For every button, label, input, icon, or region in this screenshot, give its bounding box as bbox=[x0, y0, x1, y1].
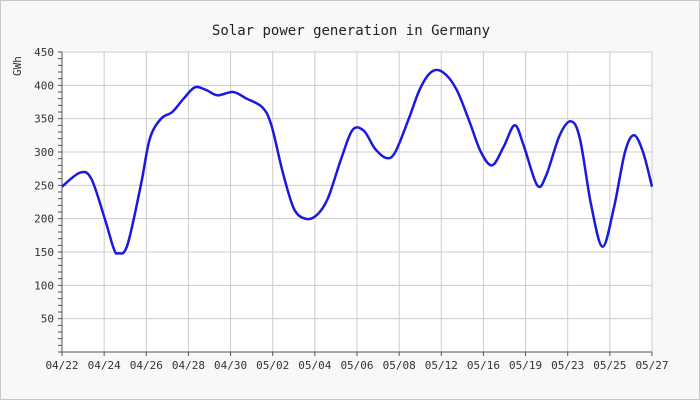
x-tick-label: 05/04 bbox=[298, 359, 331, 372]
x-tick-label: 05/25 bbox=[593, 359, 626, 372]
series-line bbox=[61, 68, 654, 255]
plot-area: 50 100 150 200 250 300 350 400 450 04/22 04/24 04/2… bbox=[34, 46, 668, 372]
x-tick-label: 05/06 bbox=[340, 359, 373, 372]
y-tick-label: 350 bbox=[34, 113, 54, 126]
y-tick-label: 150 bbox=[34, 246, 54, 259]
x-tick-label: 05/08 bbox=[383, 359, 416, 372]
x-tick-label: 04/28 bbox=[172, 359, 205, 372]
x-tick-label: 04/26 bbox=[130, 359, 163, 372]
x-tick-label: 05/19 bbox=[509, 359, 542, 372]
x-tick-label: 04/22 bbox=[45, 359, 78, 372]
x-tick-label: 05/12 bbox=[425, 359, 458, 372]
x-tick-label: 05/16 bbox=[467, 359, 500, 372]
y-tick-label: 250 bbox=[34, 179, 54, 192]
x-tick-label: 05/27 bbox=[635, 359, 668, 372]
y-tick-label: 100 bbox=[34, 279, 54, 292]
y-axis-label: GWh bbox=[11, 56, 24, 76]
x-tick-label: 05/02 bbox=[256, 359, 289, 372]
y-tick-label: 50 bbox=[41, 313, 54, 326]
x-tick-label: 04/30 bbox=[214, 359, 247, 372]
y-tick-label: 450 bbox=[34, 46, 54, 59]
x-tick-label: 05/23 bbox=[551, 359, 584, 372]
x-tick-label: 04/24 bbox=[88, 359, 121, 372]
y-tick-label: 300 bbox=[34, 146, 54, 159]
chart-title: Solar power generation in Germany bbox=[212, 23, 490, 39]
y-tick-label: 200 bbox=[34, 213, 54, 226]
y-tick-label: 400 bbox=[34, 79, 54, 92]
